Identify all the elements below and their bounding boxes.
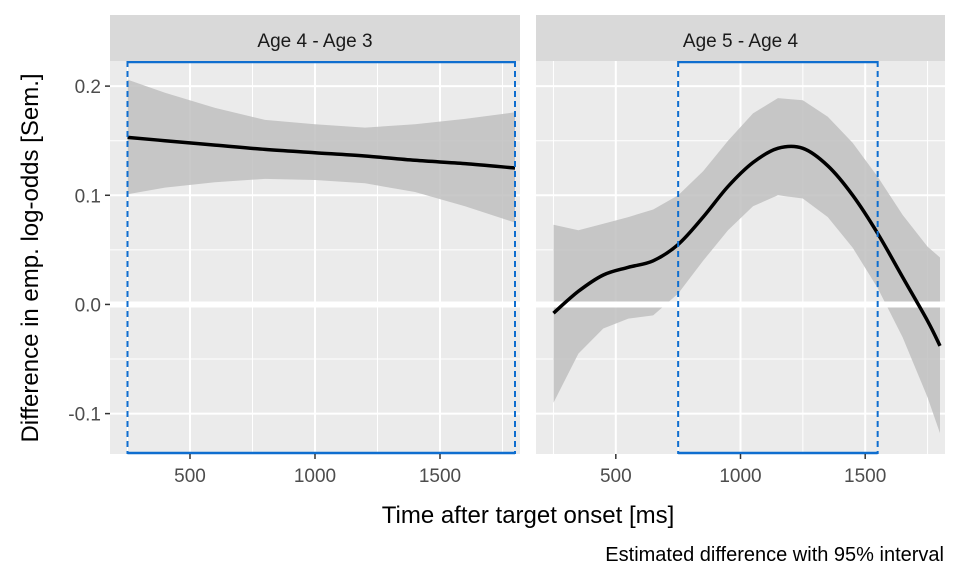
y-tick-label: 0.1	[75, 186, 101, 207]
x-tick-label: 1500	[844, 466, 886, 487]
chart-caption: Estimated difference with 95% interval	[605, 544, 944, 566]
y-tick-label: -0.1	[68, 405, 101, 426]
y-tick-label: 0.2	[75, 77, 101, 98]
x-tick-label: 500	[174, 466, 206, 487]
y-tick-label: 0.0	[75, 295, 101, 316]
panel-1: Age 4 - Age 3	[110, 15, 520, 469]
panels-layer: Age 4 - Age 3 Age 5 - Age 4	[110, 15, 945, 469]
strip-label: Age 5 - Age 4	[683, 31, 799, 52]
strip-background	[536, 15, 945, 61]
x-tick-label: 1000	[294, 466, 336, 487]
panel-2: Age 5 - Age 4	[536, 15, 945, 469]
x-tick-label: 500	[600, 466, 632, 487]
y-axis: 0.2 0.1 0.0 -0.1	[68, 77, 110, 426]
y-axis-title: Difference in emp. log-odds [Sem.]	[17, 73, 44, 442]
x-tick-label: 1000	[719, 466, 761, 487]
x-tick-label: 1500	[419, 466, 461, 487]
x-axis-title: Time after target onset [ms]	[382, 502, 675, 529]
confidence-ribbon	[127, 79, 515, 223]
strip-background	[110, 15, 520, 61]
estimate-line	[552, 144, 942, 347]
estimate-line	[127, 135, 516, 170]
x-axes: 500 1000 1500 500 1000 1500	[174, 454, 886, 487]
strip-label: Age 4 - Age 3	[257, 31, 372, 52]
